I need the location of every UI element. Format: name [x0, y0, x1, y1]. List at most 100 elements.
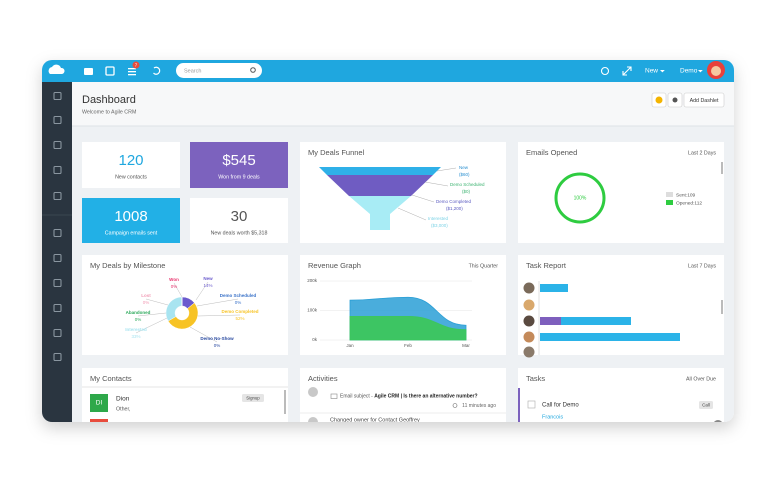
slice-value: 33% — [131, 334, 140, 339]
stat-value: 1008 — [114, 208, 147, 225]
sidebar-icon[interactable] — [53, 253, 62, 263]
slice-value: 52% — [235, 316, 244, 321]
nav-icon[interactable] — [84, 68, 93, 75]
card-period: Last 2 Days — [688, 150, 716, 156]
x-tick-label: Mar — [462, 343, 470, 348]
fullscreen-icon[interactable] — [622, 66, 632, 76]
card-title: Task Report — [526, 261, 567, 270]
task-owner[interactable]: Francois — [542, 414, 563, 420]
settings-icon — [672, 97, 678, 103]
search-icon[interactable] — [250, 67, 256, 73]
connectors — [397, 167, 457, 221]
tag-label: Call — [702, 402, 710, 407]
funnel-stage — [327, 175, 433, 196]
task-checkbox[interactable] — [527, 400, 536, 409]
legend-swatch — [666, 200, 673, 205]
page-title: Dashboard — [82, 94, 136, 106]
legend-label: Sent:109 — [676, 192, 696, 198]
legend-label: Opened:112 — [676, 200, 702, 206]
tag — [699, 401, 713, 409]
sidebar-icon[interactable] — [53, 328, 62, 338]
card-filter: All Over Due — [686, 376, 716, 382]
activity-subject: Agile CRM | Is there an alternative numb… — [374, 394, 477, 400]
slice-value: 14% — [203, 283, 212, 288]
sidebar-icon[interactable] — [53, 91, 62, 101]
slice-value: 0% — [143, 300, 150, 305]
slice-value: 0% — [171, 284, 178, 289]
slice-value: 0% — [135, 317, 142, 322]
legend-swatch — [666, 192, 673, 197]
scrollbar[interactable] — [284, 390, 286, 414]
slice-label: Abandoned — [126, 310, 151, 315]
task-title[interactable]: Call for Demo — [542, 403, 579, 409]
connector — [137, 312, 167, 317]
sidebar-icon[interactable] — [53, 140, 62, 150]
sidebar-icon[interactable] — [53, 278, 62, 288]
nav-icon[interactable] — [153, 66, 161, 75]
sidebar-icon[interactable] — [53, 352, 62, 362]
connector — [173, 282, 183, 298]
y-tick-label: 0k — [312, 337, 318, 342]
stat-label: New contacts — [115, 174, 147, 180]
stat-label: Campaign emails sent — [105, 230, 158, 236]
card-title: Activities — [308, 374, 338, 383]
nav-icon[interactable] — [105, 66, 115, 76]
stat-card[interactable] — [82, 198, 180, 243]
x-tick-label: Feb — [404, 343, 412, 348]
caret — [698, 70, 703, 73]
stat-card[interactable] — [190, 198, 288, 243]
badge-count: 7 — [135, 62, 138, 67]
help-icon[interactable] — [600, 66, 610, 76]
tag — [242, 394, 264, 402]
app: 7 Search New Demo Dashboard Welcome to A… — [42, 60, 734, 425]
scrollbar[interactable] — [721, 300, 723, 314]
scrollbar[interactable] — [721, 162, 723, 174]
google-icon — [655, 96, 663, 104]
funnel-amount: ($0) — [462, 189, 471, 194]
sidebar-icon[interactable] — [53, 303, 62, 313]
priority-bar — [518, 388, 520, 422]
stat-card[interactable] — [82, 142, 180, 188]
task-bar — [561, 317, 631, 325]
caret — [660, 70, 665, 73]
task-bar — [540, 333, 680, 341]
contact-avatar[interactable] — [90, 419, 108, 425]
funnel-label: Interested — [428, 216, 449, 221]
mail-icon — [330, 393, 338, 399]
contact-avatar[interactable] — [90, 394, 108, 412]
stat-card[interactable] — [190, 142, 288, 188]
sidebar-icon[interactable] — [53, 115, 62, 125]
card-title: Revenue Graph — [308, 261, 361, 270]
task-bar — [540, 317, 561, 325]
slice-label: Lost — [141, 293, 151, 298]
stat-value: 30 — [231, 208, 248, 225]
task-avatar — [713, 420, 723, 422]
new-menu[interactable]: New — [645, 68, 658, 75]
sidebar — [42, 82, 72, 422]
sidebar-icon[interactable] — [53, 191, 62, 201]
page-subtitle: Welcome to Agile CRM — [82, 109, 136, 115]
contact-company: Other, — [116, 406, 130, 412]
contact-name[interactable]: Dion — [116, 396, 130, 403]
y-tick-label: 200k — [307, 278, 318, 283]
search-box[interactable] — [176, 63, 262, 78]
button-label: Add Dashlet — [690, 98, 719, 104]
stat-value: 120 — [118, 152, 143, 169]
donut-slice — [167, 302, 199, 330]
add-dashlet-button[interactable] — [683, 92, 725, 108]
activity-avatar — [308, 387, 318, 397]
user-menu[interactable]: Demo — [680, 68, 698, 75]
sidebar-icon[interactable] — [53, 228, 62, 238]
nav-icon[interactable] — [128, 68, 136, 76]
page-header — [72, 82, 734, 126]
slice-label: Demo Completed — [221, 309, 258, 314]
sidebar-icon[interactable] — [53, 165, 62, 175]
funnel-amount: ($60) — [459, 172, 470, 177]
connector — [196, 298, 239, 307]
logo[interactable] — [48, 64, 65, 74]
slice-label: Demo Scheduled — [220, 293, 257, 298]
rate-ring — [554, 172, 606, 224]
activity-time: 11 minutes ago — [462, 403, 496, 409]
card-title: My Contacts — [90, 374, 132, 383]
